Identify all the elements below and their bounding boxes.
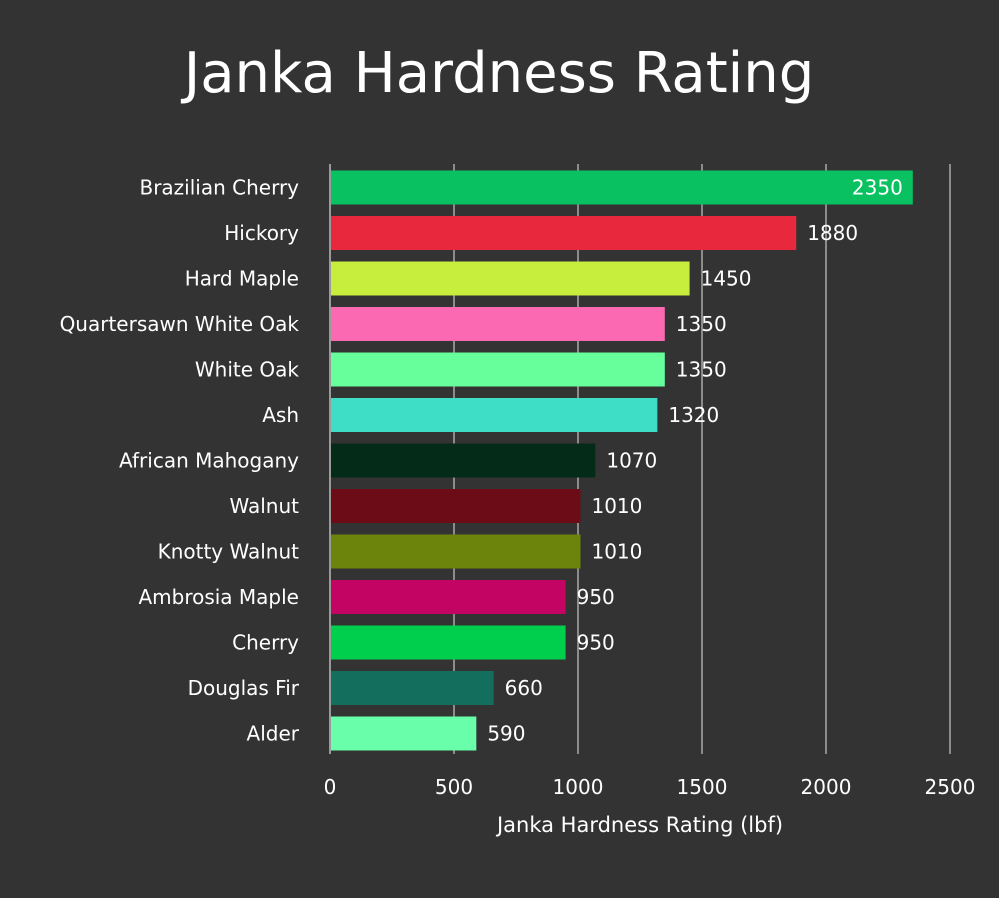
category-label: Quartersawn White Oak (60, 312, 300, 336)
bar (331, 398, 658, 432)
x-tick-label: 2500 (925, 775, 976, 799)
category-label: White Oak (195, 358, 300, 382)
value-label: 950 (577, 585, 615, 609)
x-tick-label: 500 (435, 775, 473, 799)
value-label: 1320 (668, 403, 719, 427)
value-label: 1450 (701, 267, 752, 291)
bar (331, 307, 665, 341)
value-label: 660 (505, 676, 543, 700)
value-labels: 2350 1880 1450 1350 1350 1320 1070 1010 1010 950 9… (487, 176, 902, 746)
x-tick-label: 1000 (553, 775, 604, 799)
category-label: Knotty Walnut (158, 540, 300, 564)
bar (331, 489, 581, 523)
value-label: 1880 (807, 221, 858, 245)
value-label: 1010 (591, 540, 642, 564)
bars (331, 170, 913, 751)
bar (331, 170, 913, 205)
category-label: Cherry (232, 631, 299, 655)
bar (331, 352, 665, 387)
category-label: Ash (262, 403, 299, 427)
value-label: 1350 (676, 358, 727, 382)
category-label: African Mahogany (119, 449, 299, 473)
bar (331, 534, 581, 569)
x-tick-label: 2000 (801, 775, 852, 799)
category-label: Hickory (224, 221, 299, 245)
x-axis-label: Janka Hardness Rating (lbf) (495, 813, 783, 837)
bar (331, 261, 690, 296)
category-label: Ambrosia Maple (138, 585, 299, 609)
category-label: Walnut (229, 494, 299, 518)
value-label: 950 (577, 631, 615, 655)
category-label: Hard Maple (185, 267, 299, 291)
value-label: 1010 (591, 494, 642, 518)
bar (331, 716, 477, 751)
bar (331, 216, 797, 250)
chart-title: Janka Hardness Rating (181, 41, 815, 106)
value-label: 1070 (606, 449, 657, 473)
category-label: Alder (247, 722, 300, 746)
value-label: 2350 (852, 176, 903, 200)
x-tick-labels: 0 500 1000 1500 2000 2500 (324, 775, 976, 799)
x-tick-label: 1500 (677, 775, 728, 799)
category-label: Douglas Fir (188, 676, 300, 700)
value-label: 590 (487, 722, 525, 746)
category-label: Brazilian Cherry (139, 176, 299, 200)
bar (331, 671, 494, 705)
bar (331, 625, 566, 660)
bar (331, 580, 566, 614)
category-labels: Brazilian Cherry Hickory Hard Maple Quarter… (60, 176, 300, 746)
value-label: 1350 (676, 312, 727, 336)
x-tick-label: 0 (324, 775, 337, 799)
bar (331, 443, 596, 478)
